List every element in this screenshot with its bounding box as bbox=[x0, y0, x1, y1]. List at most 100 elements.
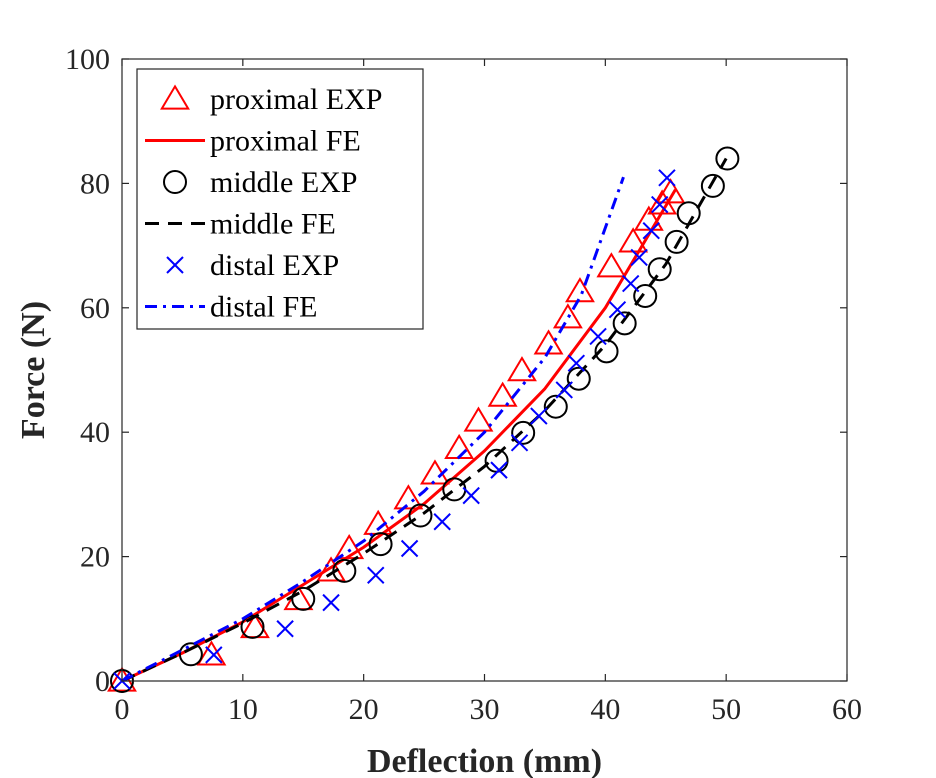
y-tick-label: 40 bbox=[80, 416, 110, 449]
y-tick-label: 80 bbox=[80, 167, 110, 200]
series-distal-exp bbox=[113, 169, 676, 690]
legend-box bbox=[136, 68, 424, 330]
x-axis-title: Deflection (mm) bbox=[367, 743, 602, 778]
legend-marker-symbol-stroke bbox=[166, 256, 184, 274]
data-point-stroke bbox=[490, 461, 508, 479]
legend-entry: middle FE bbox=[145, 208, 336, 241]
data-point bbox=[511, 420, 536, 445]
legend-entry: proximal FE bbox=[145, 125, 361, 158]
legend: proximal EXP proximal FE middle EXP middle … bbox=[136, 68, 424, 330]
data-point-stroke bbox=[433, 513, 451, 531]
y-axis-title: Force (N) bbox=[15, 301, 52, 439]
data-point-stroke bbox=[567, 354, 586, 372]
data-point-stroke bbox=[630, 248, 648, 267]
data-point-stroke bbox=[651, 195, 669, 214]
data-point bbox=[555, 381, 573, 399]
x-tick-label: 50 bbox=[711, 693, 741, 726]
data-point bbox=[647, 257, 672, 282]
data-point bbox=[276, 620, 294, 638]
data-point bbox=[507, 356, 537, 382]
x-tick-label: 40 bbox=[590, 693, 620, 726]
series-layer bbox=[107, 146, 740, 693]
x-tick-label: 20 bbox=[349, 693, 379, 726]
data-point bbox=[612, 311, 637, 336]
data-point bbox=[594, 339, 619, 364]
data-point bbox=[530, 407, 548, 425]
data-point bbox=[566, 366, 591, 391]
legend-label: proximal FE bbox=[210, 125, 361, 158]
y-tick-label: 100 bbox=[65, 43, 110, 76]
legend-label: middle FE bbox=[210, 208, 336, 241]
data-point-stroke bbox=[400, 539, 419, 558]
legend-entry: distal FE bbox=[145, 291, 318, 324]
x-tick-label: 10 bbox=[228, 693, 258, 726]
data-point bbox=[487, 381, 518, 407]
data-point bbox=[633, 205, 664, 231]
data-point-stroke bbox=[530, 407, 548, 425]
data-point bbox=[196, 640, 227, 666]
legend-entry: proximal EXP bbox=[160, 83, 383, 116]
data-point-stroke bbox=[205, 646, 223, 664]
data-point bbox=[178, 642, 203, 667]
data-point bbox=[552, 303, 583, 329]
legend-marker-symbol bbox=[166, 256, 184, 274]
data-point-stroke bbox=[642, 221, 660, 240]
legend-label: middle EXP bbox=[210, 166, 358, 199]
data-point bbox=[240, 614, 265, 639]
data-point bbox=[664, 229, 689, 254]
y-tick-label: 60 bbox=[80, 292, 110, 325]
data-point-stroke bbox=[658, 169, 676, 187]
data-point bbox=[367, 566, 385, 584]
data-point bbox=[658, 169, 676, 187]
plot-frame bbox=[121, 58, 848, 682]
data-point bbox=[400, 539, 419, 558]
data-point bbox=[393, 484, 424, 510]
data-point-stroke bbox=[555, 381, 573, 399]
axes: 0 10 20 30 40 50 60 0 20 40 60 80 100 bbox=[65, 43, 862, 726]
data-point bbox=[291, 586, 316, 611]
y-tick-label: 20 bbox=[80, 541, 110, 574]
data-point bbox=[715, 146, 740, 171]
series-middle-fe bbox=[121, 157, 728, 683]
data-point bbox=[630, 248, 648, 267]
data-point-stroke bbox=[589, 327, 607, 346]
data-point bbox=[462, 486, 480, 505]
data-point bbox=[510, 434, 529, 452]
x-tick-label: 60 bbox=[832, 693, 862, 726]
data-point bbox=[322, 593, 340, 612]
data-point bbox=[700, 173, 725, 198]
data-point bbox=[633, 283, 658, 308]
data-point-stroke bbox=[608, 300, 627, 319]
data-point-stroke bbox=[276, 620, 294, 638]
legend-label: distal EXP bbox=[210, 249, 339, 282]
data-point bbox=[589, 327, 607, 346]
legend-entry: distal EXP bbox=[166, 249, 339, 282]
data-point bbox=[622, 274, 640, 293]
data-point bbox=[596, 252, 627, 278]
data-point-stroke bbox=[367, 566, 385, 584]
series-line bbox=[121, 176, 625, 683]
legend-entry: middle EXP bbox=[163, 166, 358, 199]
series-line bbox=[121, 157, 728, 683]
x-tick-label: 0 bbox=[115, 693, 130, 726]
data-point bbox=[205, 646, 223, 664]
data-point bbox=[655, 178, 686, 204]
data-point-stroke bbox=[462, 486, 480, 505]
data-point bbox=[334, 533, 365, 560]
data-point bbox=[433, 513, 451, 531]
data-point bbox=[408, 503, 433, 528]
data-point bbox=[490, 461, 508, 479]
data-point-stroke bbox=[622, 274, 640, 293]
data-point bbox=[543, 394, 568, 419]
y-tick-label: 0 bbox=[95, 665, 110, 698]
x-tick-label: 30 bbox=[470, 693, 500, 726]
legend-marker-symbol bbox=[160, 84, 190, 110]
data-point bbox=[368, 532, 393, 557]
data-point bbox=[642, 221, 660, 240]
legend-marker-symbol bbox=[163, 170, 187, 194]
data-point bbox=[565, 277, 595, 303]
legend-label: proximal EXP bbox=[210, 83, 383, 116]
data-point bbox=[608, 300, 627, 319]
